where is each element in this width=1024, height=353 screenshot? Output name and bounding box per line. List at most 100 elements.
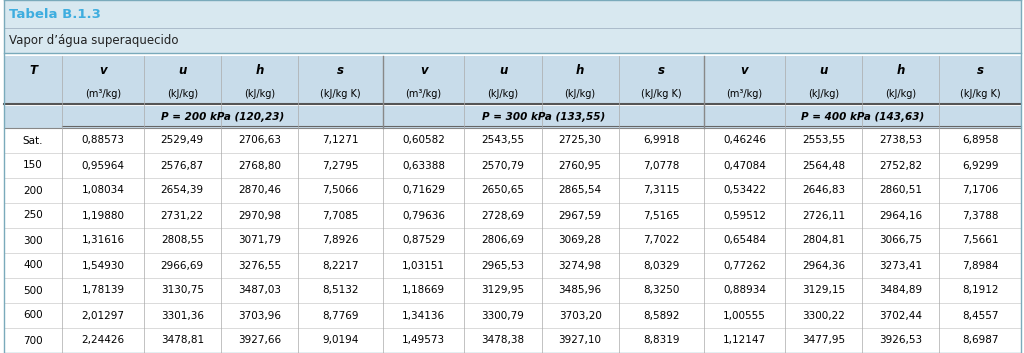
Text: 2970,98: 2970,98 <box>238 210 281 221</box>
Text: 2553,55: 2553,55 <box>802 136 845 145</box>
Text: 7,2795: 7,2795 <box>323 161 358 170</box>
Text: (kJ/kg): (kJ/kg) <box>487 89 518 99</box>
Bar <box>4 128 1021 153</box>
Text: 600: 600 <box>24 311 43 321</box>
Text: v: v <box>99 64 106 77</box>
Text: Vapor d’água superaquecido: Vapor d’água superaquecido <box>9 34 178 47</box>
Text: 3927,66: 3927,66 <box>238 335 281 346</box>
Text: 1,03151: 1,03151 <box>402 261 445 270</box>
Text: 0,47084: 0,47084 <box>723 161 766 170</box>
Text: 7,7085: 7,7085 <box>323 210 358 221</box>
Text: 0,63388: 0,63388 <box>402 161 445 170</box>
Text: 3069,28: 3069,28 <box>559 235 602 245</box>
Text: 400: 400 <box>24 261 43 270</box>
Text: 2967,59: 2967,59 <box>558 210 602 221</box>
Text: 7,7022: 7,7022 <box>643 235 679 245</box>
Text: u: u <box>819 64 828 77</box>
Text: 0,53422: 0,53422 <box>723 185 766 196</box>
Text: 2806,69: 2806,69 <box>481 235 524 245</box>
Text: 1,08034: 1,08034 <box>82 185 124 196</box>
Text: 2768,80: 2768,80 <box>238 161 281 170</box>
Text: 2752,82: 2752,82 <box>880 161 923 170</box>
Text: 2,01297: 2,01297 <box>81 311 124 321</box>
Text: Tabela B.1.3: Tabela B.1.3 <box>9 7 101 20</box>
Text: 7,1271: 7,1271 <box>323 136 358 145</box>
Text: 1,12147: 1,12147 <box>723 335 766 346</box>
Text: 2725,30: 2725,30 <box>559 136 602 145</box>
Text: 0,88573: 0,88573 <box>81 136 124 145</box>
Bar <box>4 106 1021 128</box>
Text: (m³/kg): (m³/kg) <box>726 89 763 99</box>
Text: 2726,11: 2726,11 <box>802 210 845 221</box>
Text: 8,0329: 8,0329 <box>643 261 679 270</box>
Text: 3274,98: 3274,98 <box>558 261 602 270</box>
Text: 3484,89: 3484,89 <box>880 286 923 295</box>
Text: 2731,22: 2731,22 <box>161 210 204 221</box>
Text: 2965,53: 2965,53 <box>481 261 524 270</box>
Bar <box>4 328 1021 353</box>
Text: 3276,55: 3276,55 <box>238 261 281 270</box>
Text: 2529,49: 2529,49 <box>161 136 204 145</box>
Text: 3703,96: 3703,96 <box>238 311 281 321</box>
Text: 2,24426: 2,24426 <box>81 335 125 346</box>
Text: 0,88934: 0,88934 <box>723 286 766 295</box>
Text: 2738,53: 2738,53 <box>880 136 923 145</box>
Text: 1,34136: 1,34136 <box>402 311 445 321</box>
Text: 7,3115: 7,3115 <box>643 185 679 196</box>
Text: 2808,55: 2808,55 <box>161 235 204 245</box>
Text: 1,18669: 1,18669 <box>402 286 445 295</box>
Text: h: h <box>897 64 905 77</box>
Text: 7,5165: 7,5165 <box>643 210 679 221</box>
Text: (kJ/kg): (kJ/kg) <box>886 89 916 99</box>
Text: 0,60582: 0,60582 <box>402 136 445 145</box>
Text: 2654,39: 2654,39 <box>161 185 204 196</box>
Text: 3273,41: 3273,41 <box>880 261 923 270</box>
Bar <box>4 128 1021 353</box>
Text: 3071,79: 3071,79 <box>238 235 281 245</box>
Text: 250: 250 <box>24 210 43 221</box>
Text: s: s <box>337 64 344 77</box>
Text: (m³/kg): (m³/kg) <box>406 89 441 99</box>
Text: 150: 150 <box>24 161 43 170</box>
Text: 3485,96: 3485,96 <box>558 286 602 295</box>
Text: (kJ/kg): (kJ/kg) <box>564 89 596 99</box>
Text: 2865,54: 2865,54 <box>558 185 602 196</box>
Text: 3703,20: 3703,20 <box>559 311 601 321</box>
Text: 3478,81: 3478,81 <box>161 335 204 346</box>
Text: 300: 300 <box>24 235 43 245</box>
Text: 1,00555: 1,00555 <box>723 311 766 321</box>
Text: T: T <box>29 64 37 77</box>
Text: 2870,46: 2870,46 <box>238 185 281 196</box>
Text: 500: 500 <box>24 286 43 295</box>
Text: 8,1912: 8,1912 <box>962 286 998 295</box>
Text: 3130,75: 3130,75 <box>161 286 204 295</box>
Text: 3066,75: 3066,75 <box>880 235 923 245</box>
Text: 0,65484: 0,65484 <box>723 235 766 245</box>
Text: s: s <box>657 64 665 77</box>
Text: 3927,10: 3927,10 <box>559 335 602 346</box>
Text: 3300,22: 3300,22 <box>803 311 845 321</box>
Text: 2964,16: 2964,16 <box>880 210 923 221</box>
Text: 3478,38: 3478,38 <box>481 335 524 346</box>
Text: v: v <box>420 64 427 77</box>
Text: (kJ/kg): (kJ/kg) <box>167 89 198 99</box>
Text: 2576,87: 2576,87 <box>161 161 204 170</box>
Text: 3702,44: 3702,44 <box>880 311 923 321</box>
Text: 1,54930: 1,54930 <box>81 261 124 270</box>
Text: 0,46246: 0,46246 <box>723 136 766 145</box>
Text: 2860,51: 2860,51 <box>880 185 923 196</box>
Text: u: u <box>499 64 507 77</box>
Text: 2804,81: 2804,81 <box>802 235 845 245</box>
Text: (kJ/kg K): (kJ/kg K) <box>959 89 1000 99</box>
Text: 0,87529: 0,87529 <box>402 235 445 245</box>
Text: 0,79636: 0,79636 <box>402 210 445 221</box>
Text: 2760,95: 2760,95 <box>559 161 602 170</box>
Text: P = 400 kPa (143,63): P = 400 kPa (143,63) <box>801 112 924 122</box>
Bar <box>4 153 1021 178</box>
Text: P = 200 kPa (120,23): P = 200 kPa (120,23) <box>161 112 284 122</box>
Text: 2966,69: 2966,69 <box>161 261 204 270</box>
Text: (kJ/kg K): (kJ/kg K) <box>321 89 360 99</box>
Text: 9,0194: 9,0194 <box>323 335 358 346</box>
Bar <box>4 178 1021 203</box>
Text: 8,8319: 8,8319 <box>643 335 679 346</box>
